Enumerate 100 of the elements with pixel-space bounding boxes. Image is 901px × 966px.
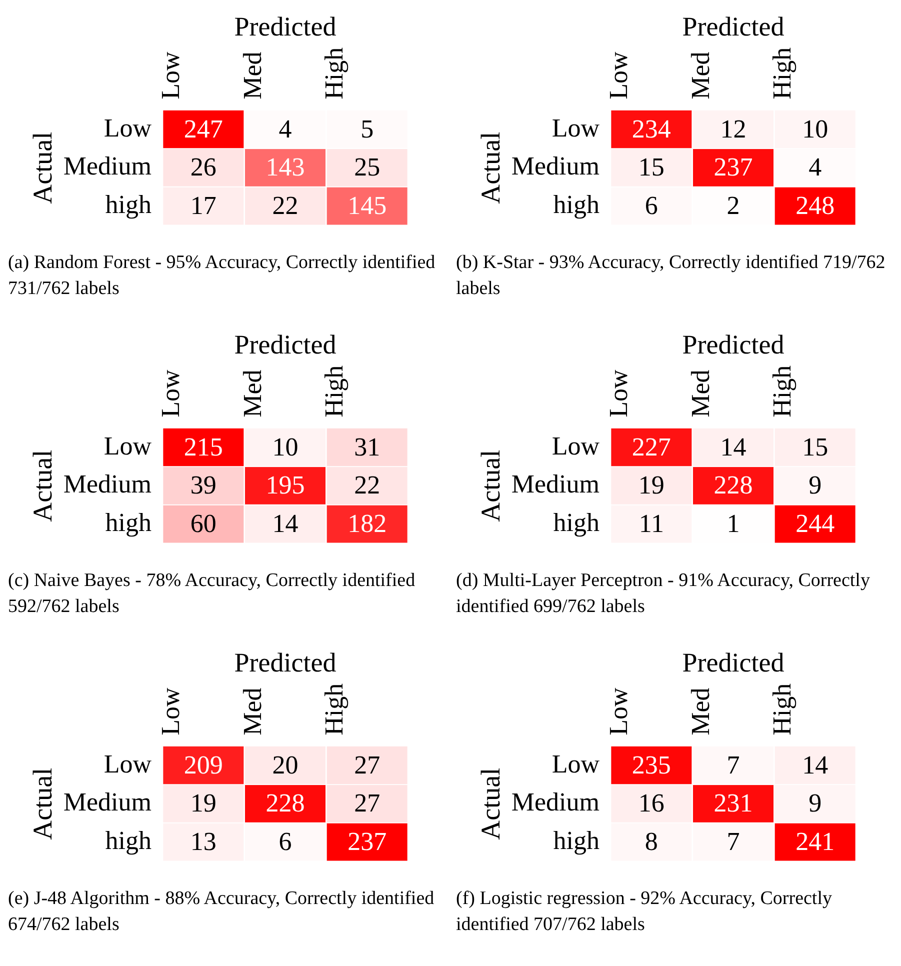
- data-label: 8: [644, 827, 658, 856]
- data-label: 215: [184, 432, 223, 462]
- data-label: 14: [802, 750, 828, 780]
- y-tick-label: Low: [552, 749, 600, 778]
- data-label: 9: [808, 788, 822, 818]
- data-label: 244: [796, 509, 835, 538]
- y-axis-title: Actual: [27, 450, 58, 522]
- data-label: 6: [644, 191, 658, 220]
- data-label: 22: [354, 470, 380, 500]
- y-tick-label: Medium: [63, 152, 152, 181]
- data-label: 231: [714, 788, 753, 818]
- data-label: 16: [638, 788, 664, 818]
- data-label: 10: [802, 114, 828, 144]
- data-label: 26: [190, 152, 216, 182]
- text: (f) Logistic regression - 92% Accuracy, Correctly identified 707/762 labels: [456, 887, 833, 937]
- x-tick-label: Med: [238, 52, 267, 100]
- data-label: 19: [638, 470, 664, 500]
- data-label: 15: [638, 152, 664, 182]
- text: (e) J-48 Algorithm - 88% Accuracy, Correctly identified 674/762 labels: [8, 887, 436, 937]
- data-label: 9: [808, 470, 822, 500]
- data-label: 182: [348, 509, 387, 538]
- data-label: 13: [190, 827, 216, 856]
- x-tick-label: High: [768, 683, 797, 736]
- data-label: 27: [354, 750, 380, 780]
- data-label: 12: [720, 114, 746, 144]
- data-label: 228: [714, 470, 753, 500]
- data-label: 39: [190, 470, 216, 500]
- data-label: 143: [266, 152, 305, 182]
- data-label: 145: [348, 191, 387, 220]
- y-tick-label: Low: [104, 113, 152, 142]
- data-label: 1: [726, 509, 740, 538]
- data-label: 237: [714, 152, 753, 182]
- x-axis-title: Predicted: [234, 329, 337, 360]
- data-label: 7: [726, 750, 740, 780]
- data-label: 227: [632, 432, 671, 462]
- data-label: 235: [632, 750, 671, 780]
- data-label: 10: [272, 432, 298, 462]
- data-label: 15: [802, 432, 828, 462]
- y-tick-label: Low: [552, 431, 600, 460]
- y-tick-label: Medium: [511, 152, 600, 181]
- x-tick-label: High: [320, 365, 349, 418]
- y-tick-label: high: [105, 826, 152, 856]
- data-label: 60: [190, 509, 216, 538]
- y-axis-title: Actual: [475, 450, 506, 522]
- x-axis-title: Predicted: [682, 329, 785, 360]
- x-axis-title: Predicted: [234, 11, 337, 42]
- x-tick-label: Low: [604, 688, 634, 736]
- x-tick-label: Low: [156, 688, 186, 736]
- x-tick-label: Low: [156, 370, 186, 418]
- x-tick-label: Med: [238, 688, 267, 736]
- data-label: 209: [184, 750, 223, 780]
- data-label: 27: [354, 788, 380, 818]
- data-label: 228: [266, 788, 305, 818]
- y-tick-label: high: [553, 826, 600, 856]
- text: (b) K-Star - 93% Accuracy, Correctly identified 719/762 labels: [456, 251, 886, 301]
- data-label: 195: [266, 470, 305, 500]
- y-axis-title: Actual: [475, 768, 506, 840]
- x-tick-label: Med: [238, 370, 267, 418]
- x-tick-label: Med: [686, 688, 715, 736]
- text: (d) Multi-Layer Perceptron - 91% Accuracy, Correctly identified 699/762 labels: [456, 569, 871, 619]
- x-tick-label: High: [768, 365, 797, 418]
- data-label: 4: [808, 152, 822, 182]
- y-axis-title: Actual: [27, 768, 58, 840]
- data-label: 248: [796, 191, 835, 220]
- y-tick-label: Medium: [63, 788, 152, 817]
- y-tick-label: Low: [104, 431, 152, 460]
- y-tick-label: high: [105, 508, 152, 538]
- data-label: 14: [272, 509, 298, 538]
- y-tick-label: high: [553, 190, 600, 220]
- x-axis-title: Predicted: [682, 647, 785, 678]
- data-label: 6: [278, 827, 292, 856]
- data-label: 237: [348, 827, 387, 856]
- data-label: 234: [632, 114, 671, 144]
- y-tick-label: high: [553, 508, 600, 538]
- data-label: 11: [638, 509, 664, 538]
- data-label: 7: [726, 827, 740, 856]
- data-label: 19: [190, 788, 216, 818]
- x-tick-label: High: [320, 683, 349, 736]
- text: (a) Random Forest - 95% Accuracy, Correctly identified 731/762 labels: [8, 251, 436, 301]
- data-label: 4: [278, 114, 292, 144]
- x-tick-label: Med: [686, 52, 715, 100]
- x-tick-label: Med: [686, 370, 715, 418]
- y-tick-label: Low: [552, 113, 600, 142]
- x-axis-title: Predicted: [682, 11, 785, 42]
- text: (c) Naive Bayes - 78% Accuracy, Correctly identified 592/762 labels: [8, 569, 416, 619]
- data-label: 2: [726, 191, 740, 220]
- y-tick-label: Medium: [63, 470, 152, 499]
- data-label: 25: [354, 152, 380, 182]
- x-tick-label: Low: [604, 370, 634, 418]
- data-label: 247: [184, 114, 223, 144]
- data-label: 241: [796, 827, 835, 856]
- y-axis-title: Actual: [27, 132, 58, 204]
- y-tick-label: Low: [104, 749, 152, 778]
- data-label: 14: [720, 432, 746, 462]
- y-tick-label: high: [105, 190, 152, 220]
- y-tick-label: Medium: [511, 470, 600, 499]
- x-tick-label: High: [320, 47, 349, 100]
- y-axis-title: Actual: [475, 132, 506, 204]
- x-tick-label: High: [768, 47, 797, 100]
- y-tick-label: Medium: [511, 788, 600, 817]
